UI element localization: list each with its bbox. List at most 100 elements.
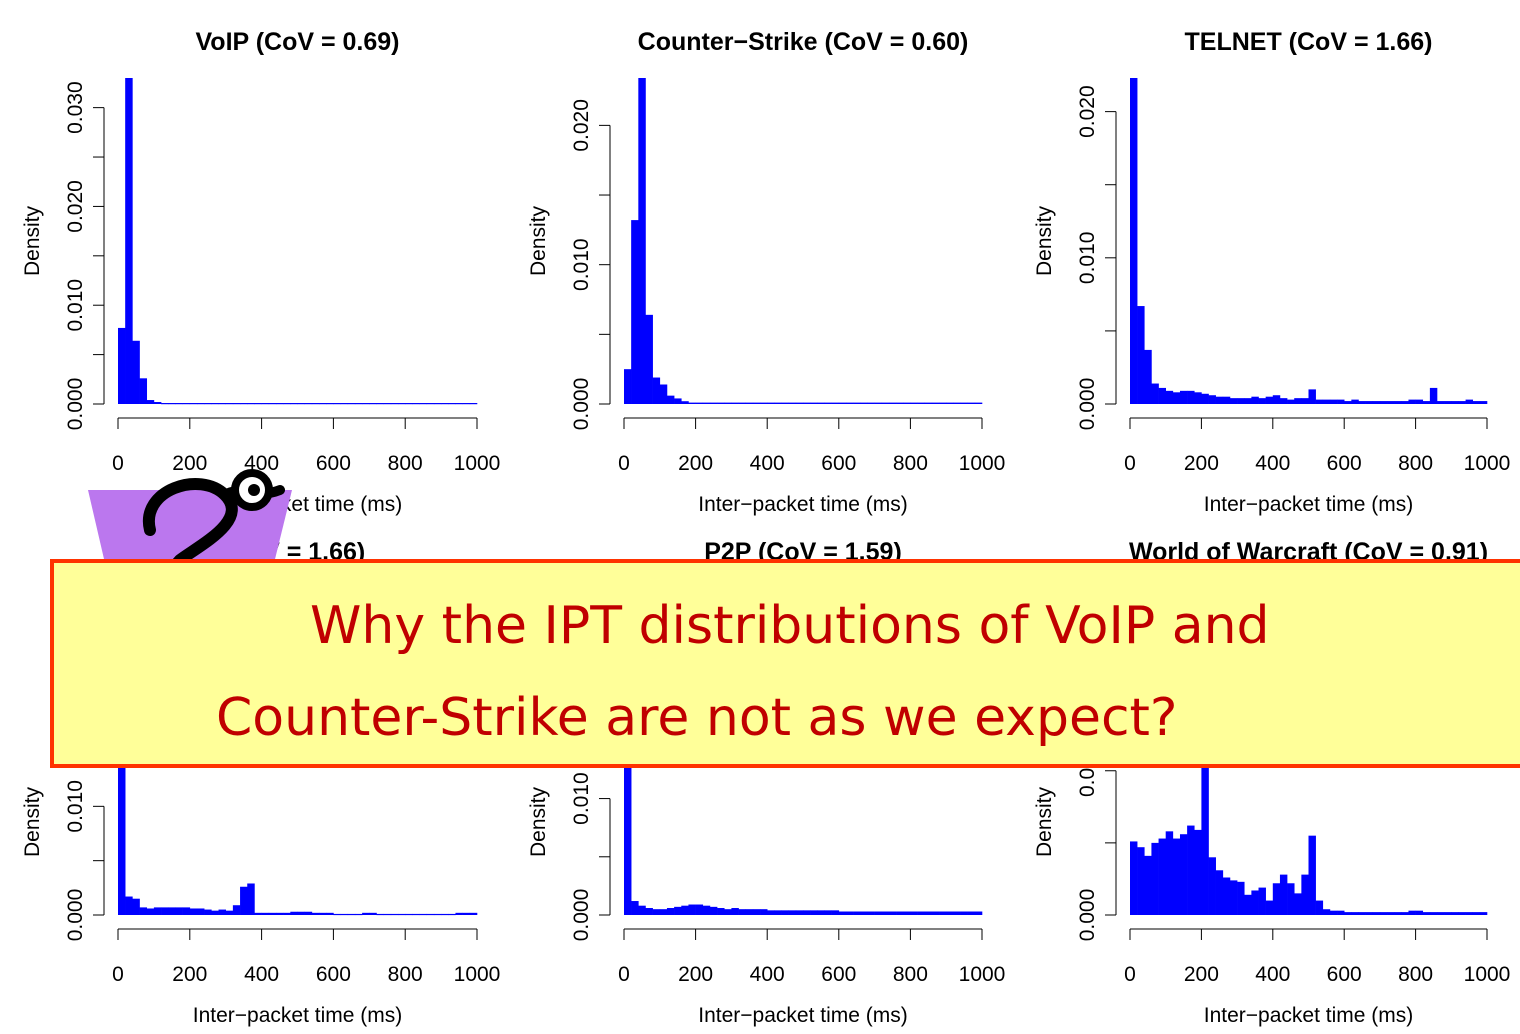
bars <box>1130 756 1488 915</box>
bar <box>347 403 356 405</box>
bar <box>896 911 904 915</box>
y-axis-label: Density <box>527 205 550 276</box>
bar <box>1187 390 1195 404</box>
y-axis-label: Density <box>21 205 44 276</box>
bar <box>1244 398 1252 404</box>
bar <box>903 911 911 915</box>
x-tick-label: 600 <box>821 963 856 986</box>
bar <box>688 402 696 404</box>
bars <box>624 78 983 404</box>
bar <box>247 403 255 405</box>
bar <box>469 403 478 405</box>
bar <box>419 403 428 405</box>
bar <box>1458 912 1466 915</box>
bar <box>275 912 284 915</box>
bar <box>1315 399 1324 404</box>
charts: VoIP (CoV = 0.69) 0 200 400 600 800 1000 Inter−… <box>21 28 1510 1027</box>
bar <box>189 908 198 915</box>
bar <box>960 911 968 915</box>
bar <box>455 403 463 405</box>
bar <box>1165 831 1174 915</box>
x-tick-label: 600 <box>821 452 856 475</box>
bar <box>709 402 718 404</box>
bar <box>1251 396 1259 404</box>
x-tick-label: 600 <box>1327 452 1362 475</box>
bar <box>118 643 126 915</box>
bar <box>1365 912 1374 915</box>
bar <box>824 910 832 915</box>
bar <box>168 403 176 405</box>
bar <box>1465 399 1474 404</box>
bar <box>939 911 947 915</box>
bar <box>702 402 711 404</box>
bar <box>1415 399 1424 404</box>
bar <box>462 912 471 915</box>
bar <box>132 340 140 404</box>
bar <box>1387 401 1395 404</box>
bar <box>752 909 761 915</box>
bar <box>1437 401 1445 404</box>
bar <box>1144 349 1152 404</box>
y-tick-label: 0.020 <box>570 99 593 152</box>
bars <box>1130 78 1488 404</box>
bar <box>383 913 392 916</box>
chart-title: TELNET (CoV = 1.66) <box>1185 28 1433 56</box>
bar <box>795 910 804 915</box>
bar <box>1358 401 1366 404</box>
bar <box>788 402 797 404</box>
bar <box>1272 395 1281 404</box>
bar <box>724 909 732 915</box>
x-tick-label: 0 <box>112 452 124 475</box>
bar <box>1429 912 1438 915</box>
bar <box>1329 910 1338 915</box>
bar <box>845 911 854 915</box>
bar <box>917 911 926 915</box>
bar <box>1344 401 1352 404</box>
y-tick-label: 0.000 <box>570 378 593 431</box>
bar <box>448 913 456 916</box>
bar <box>881 402 890 404</box>
bars <box>624 623 983 915</box>
bar <box>1422 401 1431 404</box>
bar <box>369 912 377 915</box>
bar <box>175 907 183 915</box>
histogram-panel: World of Warcraft (CoV = 0.91)0 200 400 600… <box>1033 538 1510 1027</box>
bar <box>1301 874 1309 915</box>
bar <box>824 402 832 404</box>
bar <box>831 910 840 915</box>
bar <box>1415 910 1424 915</box>
bar <box>390 913 399 916</box>
bar <box>1194 829 1202 915</box>
bar <box>788 910 797 915</box>
bar <box>304 911 313 915</box>
callout-box <box>50 559 1520 768</box>
bar <box>333 403 341 405</box>
bar <box>1379 912 1388 915</box>
bar <box>1265 900 1274 915</box>
callout-line: Counter-Strike are not as we expect? <box>216 688 1178 748</box>
bar <box>745 909 754 915</box>
bar <box>638 78 646 404</box>
bar <box>340 403 349 405</box>
y-tick-label: 0.010 <box>64 279 87 332</box>
x-tick-label: 800 <box>1398 452 1433 475</box>
bar <box>326 912 334 915</box>
bar <box>218 909 226 915</box>
bar <box>146 400 155 404</box>
bar <box>1279 398 1288 404</box>
y-axis-label: Density <box>1033 205 1056 276</box>
x-tick-label: 0 <box>112 963 124 986</box>
bar <box>1165 390 1174 404</box>
bar <box>1265 396 1274 404</box>
bar <box>931 402 940 404</box>
bar <box>254 912 262 915</box>
bar <box>139 907 148 915</box>
bar <box>853 402 861 404</box>
bar <box>781 402 789 404</box>
icon-pupil <box>248 484 260 496</box>
bar <box>1365 401 1374 404</box>
bar <box>333 913 341 916</box>
bar <box>1201 756 1209 915</box>
bar <box>1337 399 1345 404</box>
bar <box>225 910 234 915</box>
